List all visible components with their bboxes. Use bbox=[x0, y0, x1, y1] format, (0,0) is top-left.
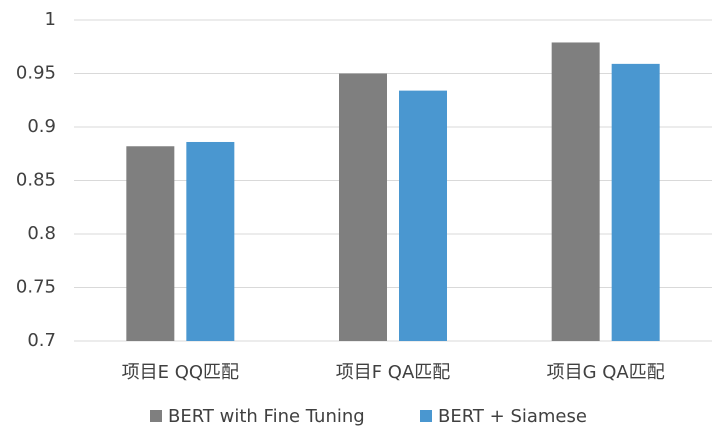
bar bbox=[126, 146, 175, 341]
y-tick-label: 0.95 bbox=[16, 63, 56, 84]
bar bbox=[186, 141, 235, 341]
x-tick-label: 项目G QA匹配 bbox=[547, 362, 665, 383]
x-tick-label: 项目F QA匹配 bbox=[336, 362, 451, 383]
y-tick-label: 0.75 bbox=[16, 277, 56, 298]
bar bbox=[611, 63, 660, 342]
bar bbox=[399, 90, 447, 342]
y-tick-label: 0.8 bbox=[27, 223, 56, 244]
legend-swatch bbox=[420, 410, 432, 422]
y-tick-label: 1 bbox=[45, 9, 56, 30]
y-tick-label: 0.85 bbox=[16, 170, 56, 191]
bar bbox=[339, 73, 387, 341]
legend-swatch bbox=[150, 410, 162, 422]
x-tick-label: 项目E QQ匹配 bbox=[122, 362, 239, 383]
bar bbox=[551, 42, 600, 341]
legend-label: BERT + Siamese bbox=[438, 406, 587, 427]
y-tick-label: 0.9 bbox=[27, 116, 56, 137]
y-tick-label: 0.7 bbox=[27, 330, 56, 351]
legend-label: BERT with Fine Tuning bbox=[168, 406, 365, 427]
